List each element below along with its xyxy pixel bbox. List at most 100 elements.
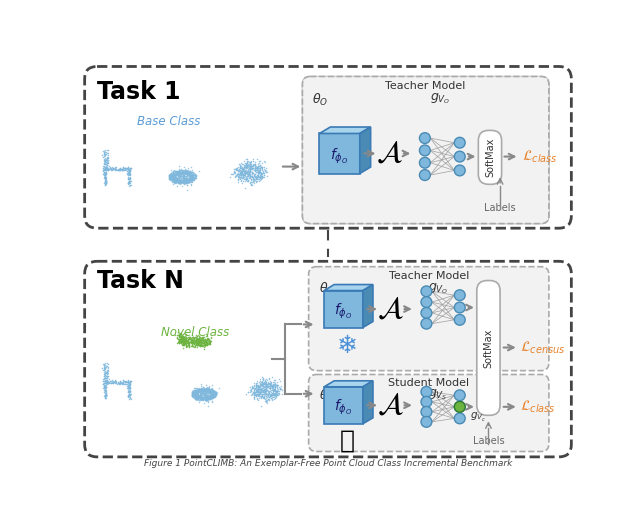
Point <box>268 382 278 390</box>
Point <box>186 174 196 183</box>
Point <box>203 335 213 343</box>
Point <box>100 373 110 382</box>
Point <box>181 174 191 183</box>
Point <box>190 338 200 346</box>
Point <box>247 172 257 181</box>
Point <box>177 168 187 176</box>
Point <box>236 169 246 177</box>
Point <box>250 385 260 393</box>
Point <box>195 337 205 345</box>
Point <box>236 160 246 169</box>
Point <box>185 168 195 176</box>
Point <box>235 160 245 169</box>
Point <box>207 393 218 401</box>
Point <box>172 167 182 175</box>
Point <box>259 388 269 396</box>
Point <box>179 343 189 352</box>
Point <box>202 396 212 404</box>
Point <box>251 387 261 395</box>
Point <box>236 163 246 172</box>
Point <box>191 388 202 396</box>
Point <box>255 165 265 173</box>
Point <box>195 335 205 343</box>
Point <box>195 385 205 394</box>
Point <box>171 177 181 185</box>
Point <box>170 177 180 185</box>
Point <box>191 393 201 401</box>
Point <box>209 387 219 396</box>
Point <box>191 393 202 401</box>
Point <box>198 394 208 402</box>
Point <box>100 391 111 399</box>
Point <box>264 388 275 397</box>
Point <box>240 170 250 179</box>
Point <box>177 334 188 342</box>
Point <box>177 178 187 186</box>
Point <box>196 385 207 393</box>
Text: Teacher Model: Teacher Model <box>388 270 469 280</box>
Point <box>195 334 205 342</box>
Point <box>252 385 262 393</box>
Point <box>259 169 269 177</box>
Point <box>200 336 210 345</box>
Point <box>102 148 113 157</box>
Point <box>188 175 198 184</box>
Point <box>179 176 189 184</box>
Point <box>180 336 190 345</box>
Point <box>180 169 191 177</box>
Point <box>267 384 277 392</box>
Point <box>170 170 180 179</box>
Point <box>191 385 201 394</box>
Point <box>270 387 280 395</box>
Point <box>203 394 213 402</box>
Point <box>174 167 184 175</box>
Point <box>199 393 209 401</box>
Point <box>175 178 185 186</box>
Point <box>253 165 263 174</box>
Point <box>205 339 215 347</box>
Point <box>195 393 205 401</box>
Point <box>125 174 135 182</box>
Point <box>246 180 257 188</box>
Point <box>244 161 254 169</box>
Point <box>248 164 259 173</box>
Point <box>188 387 198 396</box>
Point <box>201 337 211 346</box>
Point <box>193 337 203 346</box>
Point <box>182 169 192 177</box>
Point <box>228 170 239 179</box>
Point <box>179 173 189 182</box>
Point <box>187 390 197 398</box>
Point <box>193 337 203 346</box>
Point <box>246 174 256 183</box>
Point <box>189 169 199 177</box>
Point <box>168 171 179 180</box>
Point <box>122 164 132 172</box>
Point <box>103 151 113 159</box>
Point <box>192 387 202 396</box>
Point <box>236 164 246 172</box>
Point <box>174 337 184 345</box>
Point <box>260 386 270 394</box>
Point <box>252 164 262 173</box>
Point <box>190 390 200 399</box>
Point <box>248 389 258 397</box>
Point <box>192 393 202 401</box>
Point <box>197 336 207 344</box>
Point <box>111 376 121 385</box>
Point <box>172 334 182 342</box>
Point <box>124 387 134 396</box>
Point <box>179 167 189 175</box>
Point <box>179 175 189 183</box>
Point <box>201 386 211 395</box>
Point <box>258 387 268 395</box>
Point <box>168 177 178 186</box>
Point <box>253 392 263 400</box>
Point <box>116 379 127 387</box>
Point <box>110 378 120 386</box>
Point <box>188 388 198 396</box>
Point <box>252 390 262 399</box>
Point <box>167 171 177 180</box>
Point <box>257 170 267 178</box>
Point <box>253 388 264 396</box>
